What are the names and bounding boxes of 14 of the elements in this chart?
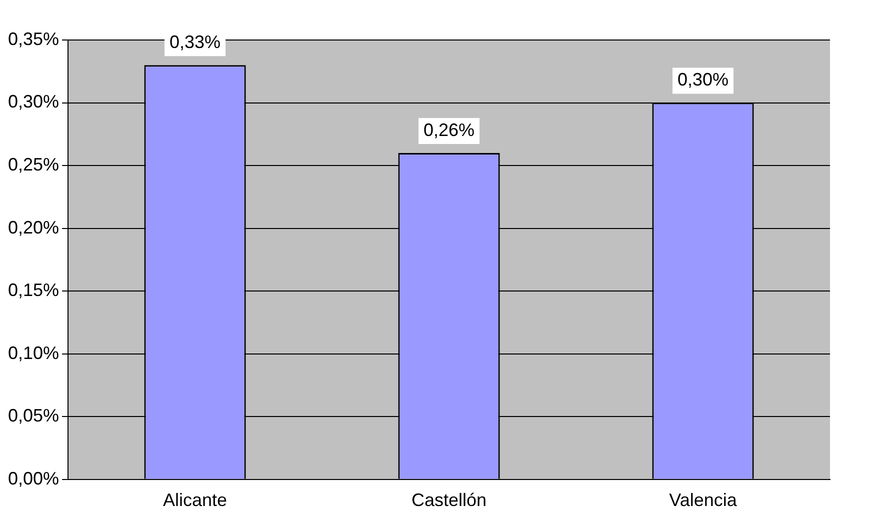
y-tick-label: 0,15% [8, 280, 60, 300]
y-tick-label: 0,20% [8, 217, 60, 238]
y-tick-label: 0,35% [8, 28, 60, 49]
x-tick-label: Castellón [411, 490, 487, 510]
data-label: 0,30% [677, 70, 729, 90]
y-tick-label: 0,25% [8, 154, 60, 175]
data-label: 0,26% [423, 120, 475, 140]
y-tick-label: 0,00% [8, 468, 60, 488]
x-tick-label: Valencia [669, 490, 738, 510]
y-tick-label: 0,30% [8, 92, 60, 112]
x-tick-label: Alicante [163, 490, 228, 510]
y-tick-label: 0,10% [8, 342, 60, 363]
data-label: 0,33% [170, 32, 221, 52]
y-tick-label: 0,05% [8, 406, 60, 426]
